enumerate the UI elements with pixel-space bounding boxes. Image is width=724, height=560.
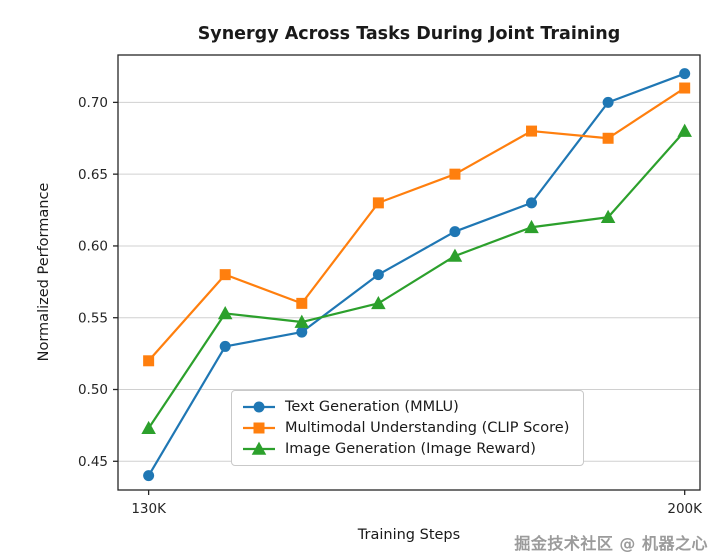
series-line [147, 130, 686, 429]
square-marker-icon [602, 132, 614, 144]
x-tick-label: 130K [131, 501, 167, 517]
y-tick-label: 0.50 [78, 382, 108, 398]
series-line [147, 72, 686, 477]
legend-square-marker-icon [243, 422, 275, 434]
y-tick-label: 0.65 [78, 167, 108, 183]
legend-item: Multimodal Understanding (CLIP Score) [242, 420, 569, 436]
triangle-marker-icon [251, 441, 267, 455]
triangle-marker-icon [447, 248, 463, 262]
triangle-marker-icon [217, 305, 233, 320]
y-tick-label: 0.45 [78, 454, 108, 470]
watermark: 掘金技术社区 @ 机器之心 [514, 534, 708, 553]
legend-item: Image Generation (Image Reward) [242, 441, 569, 457]
circle-marker-icon [449, 226, 461, 238]
legend: Text Generation (MMLU) Multimodal Underst… [231, 390, 585, 466]
x-axis-label: Training Steps [357, 527, 461, 543]
legend-circle-marker-icon [243, 401, 275, 413]
square-marker-icon [679, 82, 691, 94]
circle-marker-icon [296, 326, 308, 338]
legend-item: Text Generation (MMLU) [242, 399, 569, 415]
square-marker-icon [143, 355, 155, 367]
legend-triangle-marker-icon [243, 441, 275, 455]
circle-marker-icon [679, 68, 691, 80]
y-axis-label: Normalized Performance [36, 182, 52, 362]
chart-title: Synergy Across Tasks During Joint Traini… [197, 24, 621, 44]
square-marker-icon [219, 269, 231, 281]
circle-marker-icon [602, 96, 614, 108]
circle-marker-icon [253, 401, 265, 413]
legend-item-label: Multimodal Understanding (CLIP Score) [285, 420, 570, 436]
triangle-marker-icon [371, 295, 386, 310]
square-marker-icon [526, 125, 538, 137]
square-marker-icon [253, 422, 265, 434]
circle-marker-icon [219, 340, 231, 352]
circle-marker-icon [526, 197, 538, 209]
circle-marker-icon [372, 269, 384, 281]
triangle-marker-icon [677, 123, 692, 137]
y-tick-label: 0.70 [78, 95, 108, 111]
triangle-marker-icon [600, 209, 616, 224]
plot-frame [117, 54, 701, 491]
triangle-marker-icon [141, 420, 156, 435]
legend-item-label: Image Generation (Image Reward) [285, 441, 536, 457]
triangle-marker-icon [524, 219, 539, 234]
y-tick-label: 0.55 [78, 310, 108, 326]
series-line [147, 87, 686, 362]
x-tick-label: 200K [667, 501, 703, 517]
square-marker-icon [372, 197, 384, 209]
legend-item-label: Text Generation (MMLU) [285, 399, 459, 415]
square-marker-icon [449, 168, 461, 180]
y-tick-label: 0.60 [78, 239, 108, 255]
triangle-marker-icon [294, 314, 310, 328]
circle-marker-icon [143, 470, 155, 482]
square-marker-icon [296, 297, 308, 309]
